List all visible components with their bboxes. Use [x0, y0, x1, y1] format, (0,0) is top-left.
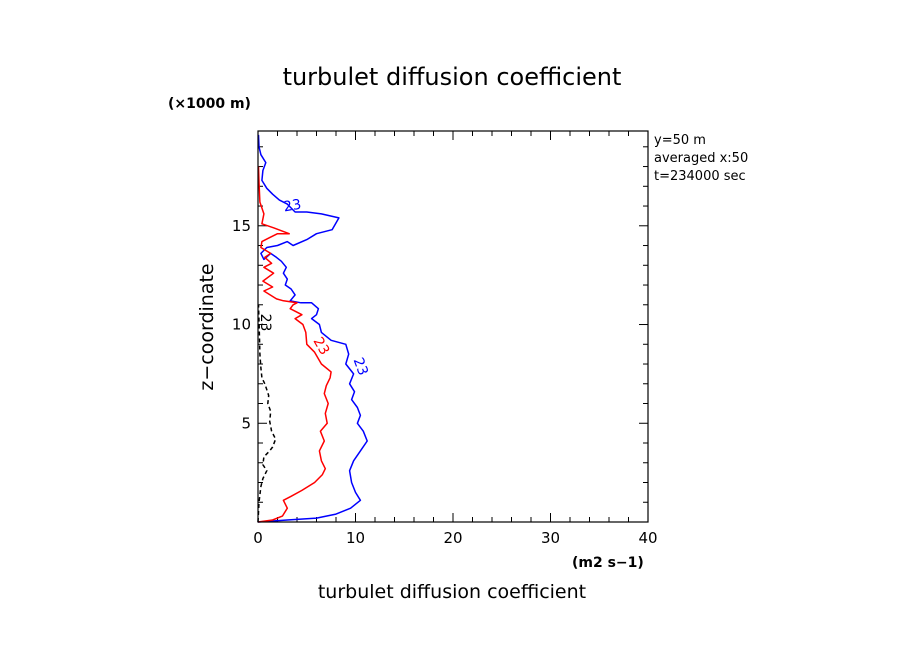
x-axis-unit: (m2 s−1): [572, 555, 644, 571]
series-line-1: [257, 134, 368, 523]
contour-label: 23: [350, 355, 371, 377]
y-axis-label: z−coordinate: [196, 263, 218, 390]
run-info: y=50 m averaged x:50 t=234000 sec: [654, 133, 748, 184]
y-tick-label: 15: [232, 217, 251, 235]
contour-label: 23: [257, 314, 273, 332]
plot-frame: [257, 130, 649, 523]
y-tick-label: 10: [232, 316, 251, 334]
contour-label: 23: [310, 335, 333, 358]
info-line-averaged: averaged x:50: [654, 151, 748, 166]
info-line-time: t=234000 sec: [654, 169, 746, 184]
contour-label: 23: [282, 197, 302, 216]
series-line-2: [257, 166, 332, 523]
y-axis-unit: (×1000 m): [168, 96, 251, 112]
axes: 0 10 20 30 40 5 10 15: [232, 131, 658, 547]
series-line-3: [257, 304, 277, 523]
x-tick-label: 40: [638, 529, 657, 547]
y-tick-label: 5: [241, 414, 251, 432]
info-line-y: y=50 m: [654, 133, 706, 148]
chart-title: turbulet diffusion coefficient: [283, 63, 622, 91]
x-tick-label: 0: [253, 529, 263, 547]
x-tick-label: 30: [541, 529, 560, 547]
x-tick-label: 10: [346, 529, 365, 547]
x-tick-label: 20: [443, 529, 462, 547]
series-group: 23 23 23 23: [257, 134, 371, 523]
x-axis-label: turbulet diffusion coefficient: [318, 581, 586, 603]
